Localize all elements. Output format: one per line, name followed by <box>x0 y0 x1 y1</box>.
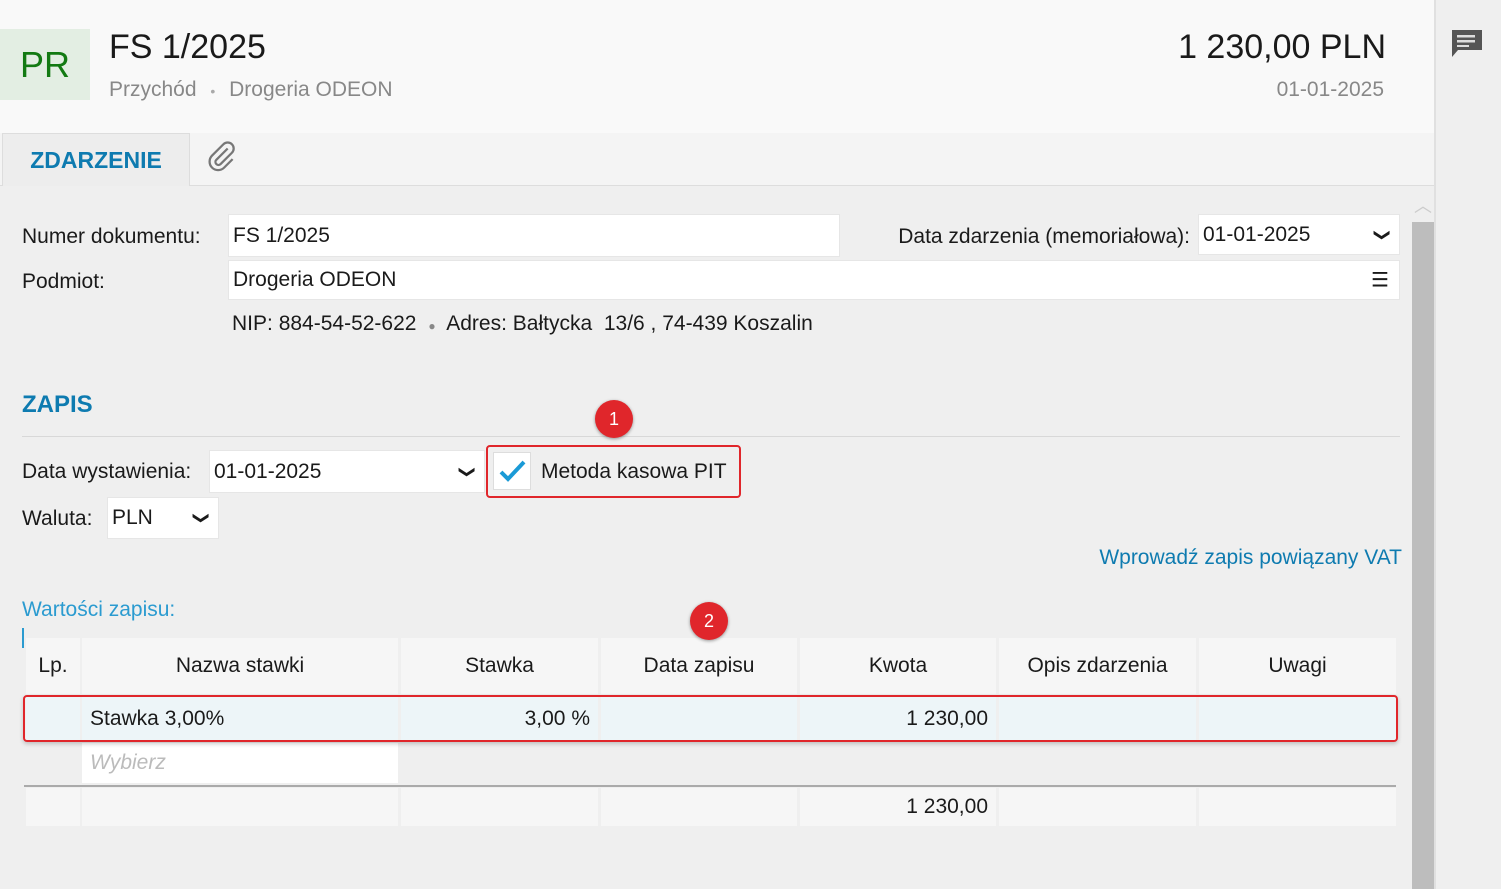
cash-method-highlight <box>486 445 741 498</box>
checkmark-icon <box>499 460 526 482</box>
total-cell <box>401 788 598 826</box>
separator: • <box>210 83 216 99</box>
cell-notes[interactable] <box>1199 697 1396 740</box>
divider <box>22 436 1400 437</box>
nip-value: 884-54-52-622 <box>278 312 417 335</box>
rate-picker-input[interactable]: Wybierz <box>82 743 398 783</box>
currency-select[interactable]: PLN ❯ <box>107 497 219 539</box>
counterparty-label: Drogeria ODEON <box>229 78 393 101</box>
cash-method-label[interactable]: Metoda kasowa PIT <box>541 460 727 483</box>
column-header-rate[interactable]: Stawka <box>401 638 598 694</box>
row-highlight <box>23 695 1398 742</box>
total-cell <box>82 788 398 826</box>
event-date-label: Data zdarzenia (memoriałowa): <box>898 225 1190 248</box>
address-label: Adres: <box>446 312 507 335</box>
paperclip-icon[interactable] <box>205 140 239 182</box>
column-header-notes[interactable]: Uwagi <box>1199 638 1396 694</box>
currency-value: PLN <box>112 506 153 529</box>
divider <box>22 628 24 648</box>
values-label: Wartości zapisu: <box>22 598 176 621</box>
document-title: FS 1/2025 <box>109 28 266 66</box>
cell-name[interactable]: Stawka 3,00% <box>82 697 398 740</box>
total-cell <box>26 788 80 826</box>
chevron-down-icon: ❯ <box>192 511 210 525</box>
cell-amount[interactable]: 1 230,00 <box>800 697 996 740</box>
chevron-down-icon: ❯ <box>458 464 476 479</box>
tab-zdarzenie[interactable]: ZDARZENIE <box>2 133 190 186</box>
column-header-description[interactable]: Opis zdarzenia <box>999 638 1196 694</box>
tab-bar <box>0 133 1434 186</box>
column-header-lp[interactable]: Lp. <box>26 638 80 694</box>
cell-description[interactable] <box>999 697 1196 740</box>
cell-rate[interactable]: 3,00 % <box>401 697 598 740</box>
zapis-section-title: ZAPIS <box>22 391 93 418</box>
issue-date-value: 01-01-2025 <box>214 459 322 483</box>
address-value: Bałtycka 13/6 , 74-439 Koszalin <box>512 312 813 335</box>
subject-value: Drogeria ODEON <box>233 268 397 291</box>
document-date: 01-01-2025 <box>1276 78 1384 101</box>
subject-details: NIP: 884-54-52-622 ● Adres: Bałtycka 13/… <box>232 312 813 335</box>
comment-icon[interactable] <box>1450 28 1484 58</box>
subject-input[interactable]: Drogeria ODEON ☰ <box>228 260 1400 300</box>
total-cell <box>601 788 797 826</box>
event-date-select[interactable]: 01-01-2025 ❯ <box>1198 214 1400 255</box>
total-divider <box>24 785 1396 787</box>
annotation-2: 2 <box>690 602 728 640</box>
event-date-value: 01-01-2025 <box>1203 222 1311 246</box>
annotation-1: 1 <box>595 400 633 438</box>
total-amount: 1 230,00 <box>800 788 996 826</box>
scroll-up-icon[interactable]: ︿ <box>1414 196 1432 216</box>
column-header-date[interactable]: Data zapisu <box>601 638 797 694</box>
document-amount: 1 230,00 PLN <box>1178 28 1386 66</box>
document-subtitle: Przychód • Drogeria ODEON <box>109 78 393 102</box>
issue-date-select[interactable]: 01-01-2025 ❯ <box>209 450 485 493</box>
issue-date-label: Data wystawienia: <box>22 460 192 483</box>
subject-label: Podmiot: <box>22 270 105 293</box>
cell-date[interactable] <box>601 697 797 740</box>
chevron-down-icon: ❯ <box>1373 227 1391 242</box>
doc-number-label: Numer dokumentu: <box>22 225 201 248</box>
currency-label: Waluta: <box>22 507 93 530</box>
menu-icon[interactable]: ☰ <box>1371 269 1389 292</box>
total-cell <box>1199 788 1396 826</box>
document-header <box>0 0 1434 133</box>
column-header-amount[interactable]: Kwota <box>800 638 996 694</box>
doc-number-input[interactable]: FS 1/2025 <box>228 214 840 257</box>
vat-link[interactable]: Wprowadź zapis powiązany VAT <box>1099 546 1402 569</box>
type-label: Przychód <box>109 78 197 101</box>
right-sidebar <box>1434 0 1501 889</box>
cash-method-checkbox[interactable] <box>493 452 531 490</box>
column-header-name[interactable]: Nazwa stawki <box>82 638 398 694</box>
total-cell <box>999 788 1196 826</box>
cell-lp[interactable] <box>26 697 80 740</box>
nip-label: NIP: <box>232 312 273 335</box>
scrollbar[interactable] <box>1412 222 1434 889</box>
type-badge: PR <box>0 29 90 100</box>
